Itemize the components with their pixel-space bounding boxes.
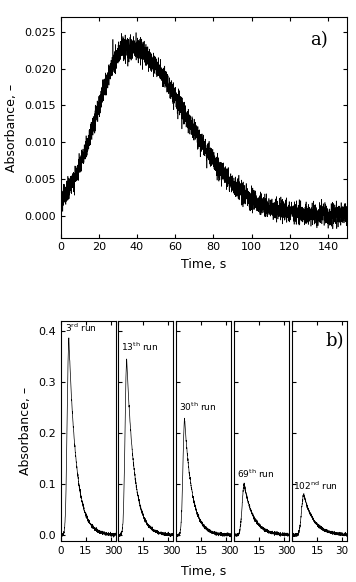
Text: $13^{\mathrm{th}}$ run: $13^{\mathrm{th}}$ run bbox=[121, 341, 158, 353]
X-axis label: Time, s: Time, s bbox=[181, 258, 226, 271]
Text: a): a) bbox=[310, 31, 328, 49]
Y-axis label: Absorbance, –: Absorbance, – bbox=[19, 387, 32, 475]
Text: $3^{\mathrm{rd}}$ run: $3^{\mathrm{rd}}$ run bbox=[65, 321, 96, 334]
Text: $69^{\mathrm{th}}$ run: $69^{\mathrm{th}}$ run bbox=[237, 468, 274, 480]
Text: Time, s: Time, s bbox=[181, 565, 226, 577]
Y-axis label: Absorbance, –: Absorbance, – bbox=[5, 83, 19, 172]
Text: $102^{\mathrm{nd}}$ run: $102^{\mathrm{nd}}$ run bbox=[293, 480, 338, 492]
Text: $30^{\mathrm{th}}$ run: $30^{\mathrm{th}}$ run bbox=[179, 400, 216, 413]
Text: b): b) bbox=[325, 332, 344, 350]
